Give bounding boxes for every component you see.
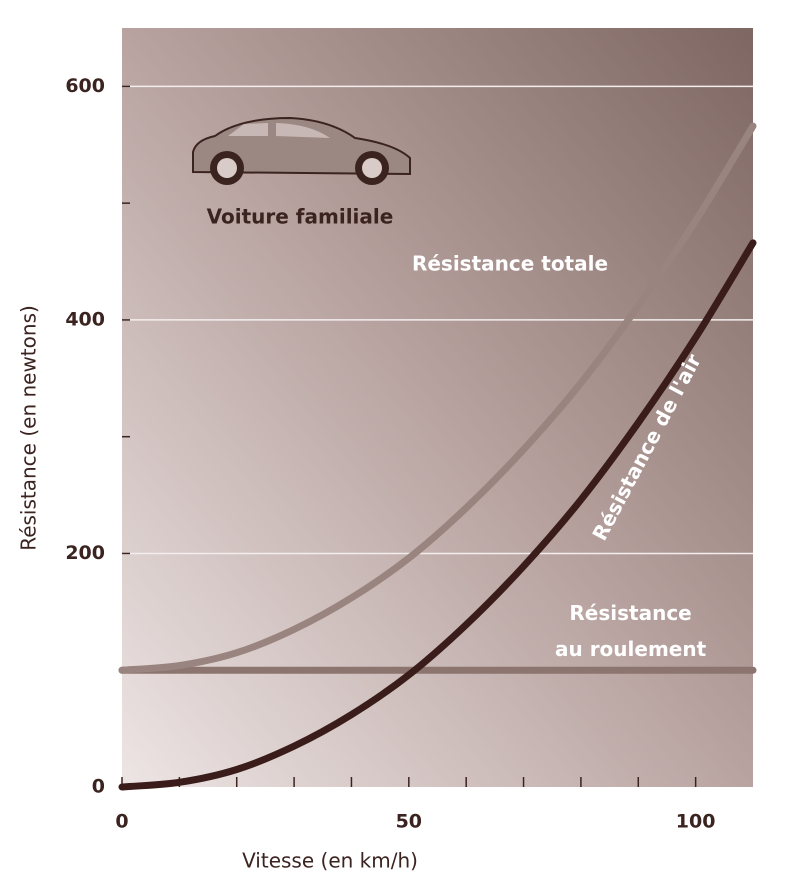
y-tick-label: 0 bbox=[92, 776, 105, 798]
x-tick-label: 100 bbox=[676, 811, 716, 833]
y-axis-label: Résistance (en newtons) bbox=[17, 305, 41, 551]
series-line bbox=[118, 239, 757, 791]
x-axis-label: Vitesse (en km/h) bbox=[242, 849, 418, 873]
y-tick-label: 400 bbox=[65, 308, 105, 330]
y-tick-label: 200 bbox=[65, 542, 105, 564]
y-tick-label: 600 bbox=[65, 75, 105, 97]
x-tick-label: 0 bbox=[115, 811, 128, 833]
series-line bbox=[118, 122, 757, 674]
annotation: Voiture familiale bbox=[207, 205, 394, 229]
series-label: Résistance au roulement bbox=[555, 601, 707, 661]
x-tick-label: 50 bbox=[396, 811, 422, 833]
series-label: Résistance totale bbox=[412, 252, 608, 276]
car-icon bbox=[192, 116, 411, 185]
